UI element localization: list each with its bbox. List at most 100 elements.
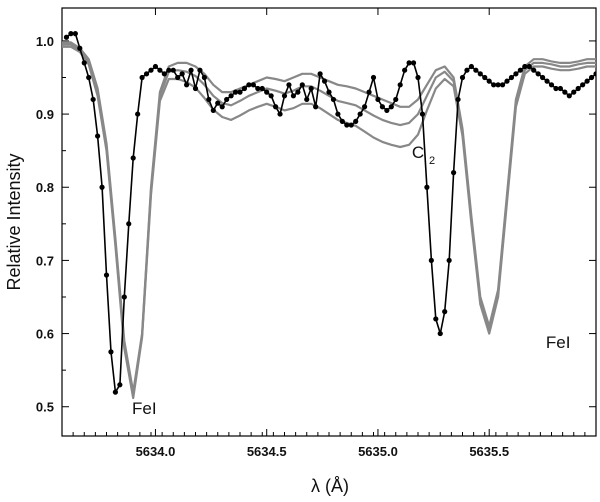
data-point [388, 104, 394, 110]
data-point [215, 100, 221, 106]
data-point [326, 89, 332, 95]
data-point [103, 272, 110, 278]
data-point [286, 82, 292, 88]
data-point [384, 107, 390, 114]
data-point [308, 85, 314, 92]
data-point [228, 93, 234, 99]
data-point [428, 257, 434, 264]
data-point [112, 389, 118, 395]
y-tick-label: 0.7 [36, 253, 54, 268]
x-tick-label: 5635.5 [469, 444, 509, 459]
data-point [473, 67, 479, 73]
data-point [446, 257, 452, 264]
data-point [135, 111, 141, 117]
data-point [304, 96, 310, 103]
data-point [330, 96, 337, 103]
data-point [451, 170, 457, 176]
data-point [232, 89, 239, 95]
data-point [250, 82, 256, 88]
data-point [255, 85, 261, 92]
annotation-label: FeI [546, 333, 571, 352]
data-point [130, 155, 136, 161]
data-point [526, 63, 532, 70]
data-point [482, 74, 488, 81]
data-point [477, 71, 483, 77]
data-point [281, 93, 288, 99]
data-point [357, 111, 363, 117]
data-point [206, 96, 212, 103]
data-point [90, 96, 96, 103]
data-point [397, 82, 403, 88]
data-point [277, 111, 283, 117]
y-tick-label: 0.9 [36, 107, 54, 122]
data-point [197, 67, 203, 73]
data-point [179, 71, 185, 77]
data-point [86, 74, 92, 81]
x-axis-ticks: 5634.0 5634.5 5635.0 5635.5 [61, 8, 597, 459]
annotation-subscript: 2 [429, 155, 435, 167]
data-point [375, 96, 381, 103]
x-tick-label: 5635.0 [358, 444, 398, 459]
data-point [268, 93, 274, 99]
data-point [593, 71, 596, 77]
data-point [63, 34, 70, 40]
x-axis-title: λ (Å) [311, 476, 349, 496]
y-axis-title: Relative Intensity [4, 153, 24, 290]
data-point [170, 67, 176, 73]
data-point [299, 82, 305, 88]
y-tick-label: 0.5 [36, 400, 54, 415]
data-point [126, 221, 132, 227]
data-point [366, 89, 372, 95]
data-point [437, 330, 443, 337]
data-point [166, 67, 172, 73]
data-point [402, 67, 408, 73]
data-point [121, 294, 127, 300]
data-point [571, 89, 577, 95]
data-point [553, 85, 559, 92]
y-tick-label: 1.0 [36, 34, 54, 49]
data-point [459, 74, 466, 81]
data-point [313, 104, 319, 110]
data-point [486, 78, 492, 84]
y-tick-label: 0.6 [36, 327, 54, 342]
data-point [108, 349, 114, 355]
data-point [201, 74, 207, 81]
data-point [580, 82, 586, 88]
data-point [77, 45, 83, 51]
data-point [588, 74, 595, 81]
y-tick-label: 0.8 [36, 180, 54, 195]
data-point [410, 60, 417, 66]
data-point [455, 96, 461, 103]
data-point [415, 74, 421, 81]
data-point [139, 74, 145, 81]
x-tick-label: 5634.5 [247, 444, 287, 459]
data-point [424, 184, 430, 190]
data-point [210, 107, 216, 114]
data-point [161, 71, 167, 77]
series-layer [62, 31, 596, 400]
data-point [495, 82, 501, 88]
data-point [442, 309, 448, 315]
data-point [393, 96, 399, 103]
data-point [95, 133, 101, 139]
annotation-label: C [412, 143, 424, 162]
data-point [344, 122, 350, 128]
data-point [246, 82, 252, 88]
data-point [584, 78, 590, 84]
data-point [464, 67, 470, 73]
data-point [148, 67, 154, 73]
data-point [544, 78, 550, 84]
data-point [557, 85, 564, 92]
data-point [224, 96, 230, 103]
data-point [433, 316, 439, 322]
data-point [370, 74, 377, 81]
data-point [468, 63, 474, 70]
data-point [219, 104, 225, 110]
data-point [531, 67, 537, 73]
data-point [117, 382, 123, 388]
data-point [566, 93, 572, 99]
data-point [548, 82, 555, 88]
data-point [273, 104, 279, 110]
data-point [264, 89, 270, 95]
